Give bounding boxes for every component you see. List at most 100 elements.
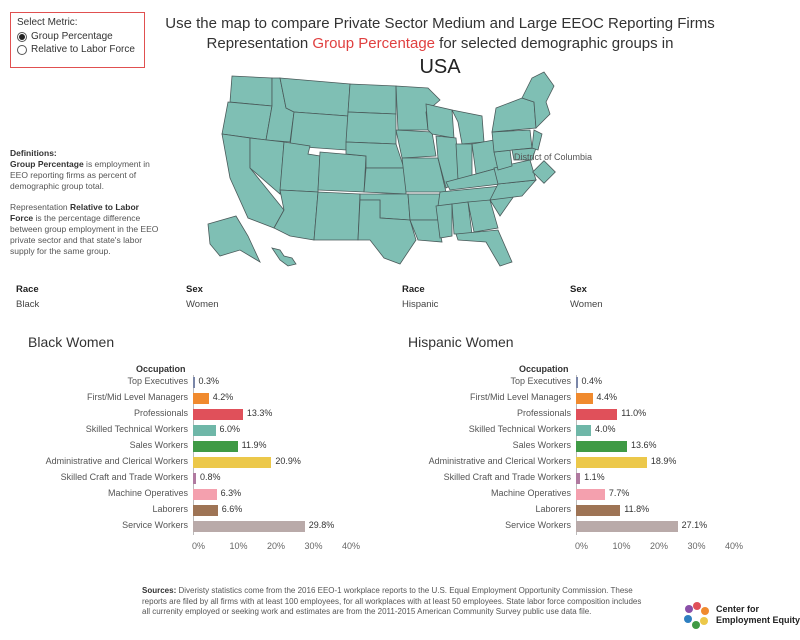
bar[interactable] xyxy=(193,489,217,500)
state-nevada xyxy=(249,137,285,195)
data-label: 7.7% xyxy=(608,488,630,498)
title-line-2-pre: Representation xyxy=(206,35,313,52)
data-label: 29.8% xyxy=(308,520,335,530)
radio-unselected-icon[interactable] xyxy=(17,44,27,55)
filter-sex-right[interactable]: Sex Women xyxy=(570,284,603,310)
axis-tick-label: 40% xyxy=(725,541,744,551)
category-label: Laborers xyxy=(535,504,571,514)
def-group-percentage-term: Group Percentage xyxy=(10,159,84,169)
category-label: First/Mid Level Managers xyxy=(86,392,188,402)
def-group-percentage-text: is employment in EEO reporting firms as … xyxy=(10,159,150,191)
category-label: Service Workers xyxy=(122,520,188,530)
region-title: USA xyxy=(419,56,461,78)
metric-selector: Select Metric: Group Percentage Relative… xyxy=(10,12,145,68)
bar[interactable] xyxy=(193,377,195,388)
radio-relative-to-labor-force[interactable]: Relative to Labor Force xyxy=(17,43,138,56)
data-label: 11.0% xyxy=(621,408,647,418)
state-mississippi xyxy=(435,203,453,239)
filter-race-right[interactable]: Race Hispanic xyxy=(402,284,438,310)
state-kansas xyxy=(363,167,407,195)
axis-line xyxy=(576,375,577,535)
def-relative-pre: Representation xyxy=(10,202,71,212)
state-south-dakota xyxy=(345,111,397,145)
filter-value[interactable]: Black xyxy=(16,299,40,310)
usa-map[interactable] xyxy=(200,68,560,268)
state-new-england xyxy=(521,71,555,129)
filter-value[interactable]: Women xyxy=(570,299,603,310)
state-wisconsin xyxy=(425,103,455,139)
filter-race-left[interactable]: Race Black xyxy=(16,284,39,310)
bar[interactable] xyxy=(576,505,621,516)
data-label: 11.9% xyxy=(241,440,267,450)
sources-note: Sources: Diveristy statistics come from … xyxy=(142,586,642,618)
data-label: 20.9% xyxy=(275,456,301,466)
radio-group-percentage[interactable]: Group Percentage xyxy=(17,30,138,43)
state-michigan xyxy=(451,109,485,145)
bar[interactable] xyxy=(576,441,627,452)
axis-tick-label: 10% xyxy=(612,541,631,551)
state-washington xyxy=(229,75,273,107)
category-label: Skilled Craft and Trade Workers xyxy=(443,472,571,482)
bar[interactable] xyxy=(576,521,678,532)
bar[interactable] xyxy=(193,521,305,532)
axis-tick-label: 0% xyxy=(575,541,589,551)
bar[interactable] xyxy=(576,409,618,420)
bar[interactable] xyxy=(576,457,647,468)
bar[interactable] xyxy=(193,393,209,404)
state-dc-marker xyxy=(532,160,556,184)
state-hawaii xyxy=(271,247,297,267)
bar[interactable] xyxy=(193,425,216,436)
state-new-york xyxy=(491,97,537,133)
filter-value[interactable]: Women xyxy=(186,299,219,310)
title-metric-highlight: Group Percentage xyxy=(312,35,435,52)
bar[interactable] xyxy=(193,505,218,516)
bar[interactable] xyxy=(193,473,196,484)
filter-sex-left[interactable]: Sex Women xyxy=(186,284,219,310)
axis-tick-label: 20% xyxy=(267,541,286,551)
state-new-jersey xyxy=(531,129,543,151)
data-label: 6.6% xyxy=(221,504,243,514)
data-label: 0.4% xyxy=(581,376,603,386)
axis-tick-label: 30% xyxy=(687,541,706,551)
data-label: 0.8% xyxy=(200,472,221,482)
data-label: 4.0% xyxy=(595,424,616,434)
bar[interactable] xyxy=(576,473,581,484)
category-label: Professionals xyxy=(516,408,571,418)
center-logo: Center for Employment Equity xyxy=(682,600,800,630)
state-colorado xyxy=(317,151,367,193)
chart-title: Black Women xyxy=(28,334,115,350)
title-line-2-post: for selected demographic groups in xyxy=(435,35,674,52)
category-label: Top Executives xyxy=(127,376,188,386)
pinwheel-logo-icon xyxy=(684,602,709,629)
data-label: 11.8% xyxy=(624,504,650,514)
filter-value[interactable]: Hispanic xyxy=(402,299,439,310)
bar[interactable] xyxy=(576,425,591,436)
bar[interactable] xyxy=(576,377,578,388)
state-indiana xyxy=(455,143,473,181)
bar[interactable] xyxy=(193,457,272,468)
state-alaska xyxy=(207,215,261,264)
bar[interactable] xyxy=(576,393,593,404)
filter-header: Sex xyxy=(186,284,203,295)
axis-tick-label: 0% xyxy=(192,541,206,551)
category-label: Skilled Craft and Trade Workers xyxy=(60,472,188,482)
occupation-header: Occupation xyxy=(519,364,569,374)
radio-selected-icon[interactable] xyxy=(17,31,27,42)
page-title: Use the map to compare Private Sector Me… xyxy=(160,14,720,54)
category-label: Sales Workers xyxy=(129,440,188,450)
state-north-dakota xyxy=(347,83,397,115)
bar[interactable] xyxy=(576,489,605,500)
bar[interactable] xyxy=(193,441,238,452)
filter-header: Sex xyxy=(570,284,587,295)
radio-label-group-percentage: Group Percentage xyxy=(31,31,113,42)
data-label: 4.2% xyxy=(212,392,234,402)
state-iowa xyxy=(395,129,437,159)
bar[interactable] xyxy=(193,409,243,420)
category-label: Skilled Technical Workers xyxy=(85,424,188,434)
title-line-2: Representation Group Percentage for sele… xyxy=(160,34,720,54)
chart-title: Hispanic Women xyxy=(408,334,514,350)
category-label: Sales Workers xyxy=(512,440,571,450)
title-line-1: Use the map to compare Private Sector Me… xyxy=(165,15,715,32)
axis-line xyxy=(193,375,194,535)
state-texas xyxy=(357,199,417,265)
